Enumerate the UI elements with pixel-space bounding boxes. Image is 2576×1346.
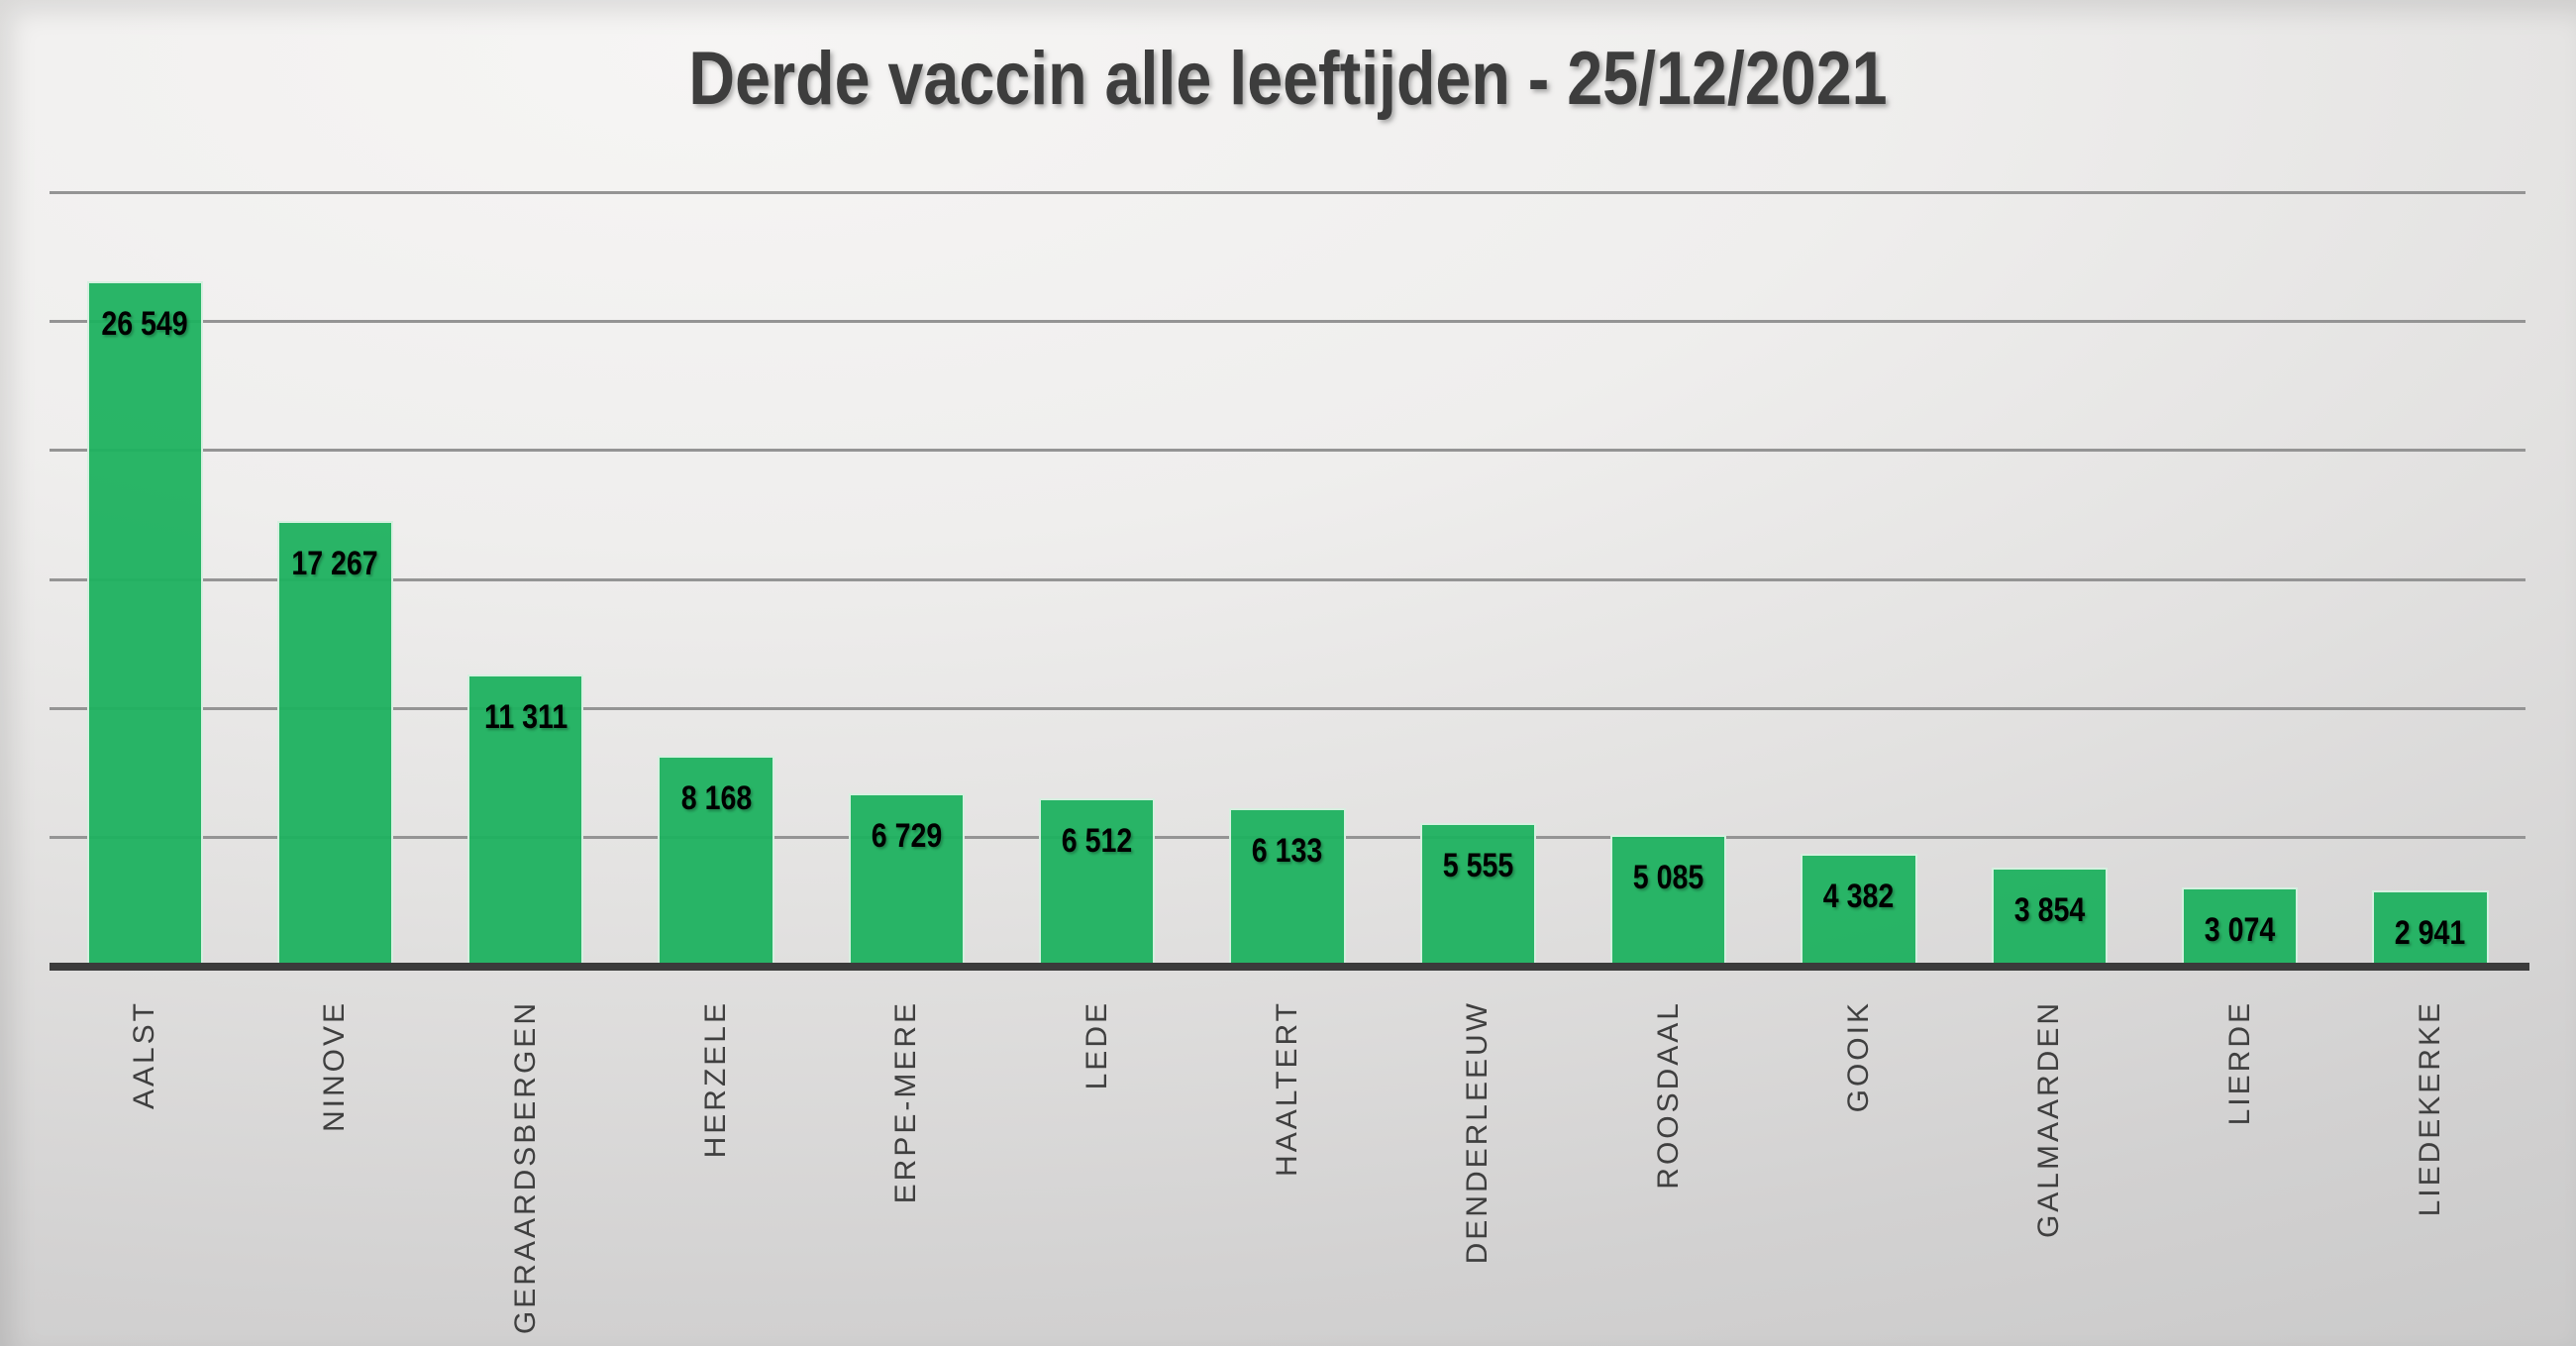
bar-value-label: 17 267	[291, 544, 379, 582]
bar-roosdaal: 5 085	[1610, 835, 1727, 967]
category-slot: ROOSDAAL	[1574, 1000, 1764, 1346]
category-label-gooik: GOOIK	[1841, 1000, 1875, 1113]
bar-value-label: 3 074	[2204, 910, 2276, 949]
category-slot: DENDERLEEUW	[1383, 1000, 1573, 1346]
category-slot: GOOIK	[1764, 1000, 1954, 1346]
bar-aalst: 26 549	[86, 280, 203, 967]
bar-value-label: 11 311	[483, 698, 567, 737]
bar-haaltert: 6 133	[1229, 808, 1346, 967]
bar-value-label: 4 382	[1823, 877, 1895, 915]
category-slot: AALST	[50, 1000, 240, 1346]
bar-slot-lede: 6 512	[1002, 192, 1192, 967]
category-label-lede: LEDE	[1080, 1000, 1113, 1090]
bar-lierde: 3 074	[2181, 886, 2299, 967]
bar-erpe-mere: 6 729	[848, 792, 966, 967]
bar-galmaarden: 3 854	[1991, 867, 2108, 967]
category-label-haaltert: HAALTERT	[1271, 1000, 1304, 1177]
x-axis-line	[50, 963, 2529, 971]
category-label-denderleeuw: DENDERLEEUW	[1461, 1000, 1494, 1265]
bar-value-label: 6 729	[871, 816, 943, 855]
bar-gooik: 4 382	[1801, 853, 1917, 967]
bar-slot-herzele: 8 168	[621, 192, 811, 967]
bar-slot-lierde: 3 074	[2144, 192, 2334, 967]
bar-value-label: 5 555	[1442, 847, 1514, 885]
bar-value-label: 26 549	[101, 304, 188, 343]
bar-slot-erpe-mere: 6 729	[811, 192, 1001, 967]
bar-value-label: 6 512	[1061, 822, 1133, 861]
category-label-galmaarden: GALMAARDEN	[2032, 1000, 2066, 1239]
category-slot: ERPE-MERE	[811, 1000, 1001, 1346]
category-label-ninove: NINOVE	[318, 1000, 352, 1133]
gridline-10000	[50, 706, 2525, 710]
category-label-aalst: AALST	[128, 1000, 161, 1110]
bar-value-label: 6 133	[1252, 832, 1323, 871]
category-slot: HAALTERT	[1192, 1000, 1383, 1346]
bars-group: 26 549 17 267 11 311 8 168 6 729 6 512 6 133 5 …	[50, 192, 2525, 967]
gridline-25000	[50, 319, 2525, 323]
category-slot: LIEDEKERKE	[2335, 1000, 2525, 1346]
category-slot: GERAARDSBERGEN	[431, 1000, 621, 1346]
bar-slot-roosdaal: 5 085	[1574, 192, 1764, 967]
bar-denderleeuw: 5 555	[1419, 823, 1536, 967]
category-label-geraardsbergen: GERAARDSBERGEN	[508, 1000, 542, 1335]
gridline-30000	[50, 190, 2525, 194]
bar-slot-ninove: 17 267	[240, 192, 430, 967]
bar-value-label: 5 085	[1632, 859, 1704, 897]
category-label-herzele: HERZELE	[699, 1000, 733, 1159]
gridline-15000	[50, 577, 2525, 581]
bar-slot-denderleeuw: 5 555	[1383, 192, 1573, 967]
bar-slot-haaltert: 6 133	[1192, 192, 1383, 967]
bar-slot-galmaarden: 3 854	[1954, 192, 2144, 967]
category-slot: NINOVE	[240, 1000, 430, 1346]
plot-area: 26 549 17 267 11 311 8 168 6 729 6 512 6 133 5 …	[50, 190, 2525, 967]
category-label-erpe-mere: ERPE-MERE	[889, 1000, 923, 1204]
category-slot: HERZELE	[621, 1000, 811, 1346]
bar-lede: 6 512	[1039, 798, 1156, 967]
bar-value-label: 3 854	[2013, 890, 2086, 929]
bar-value-label: 2 941	[2395, 914, 2466, 953]
chart-title: Derde vaccin alle leeftijden - 25/12/202…	[688, 37, 1888, 121]
bar-ninove: 17 267	[276, 520, 394, 967]
bar-slot-aalst: 26 549	[50, 192, 240, 967]
category-slot: LEDE	[1002, 1000, 1192, 1346]
category-label-roosdaal: ROOSDAAL	[1651, 1000, 1685, 1190]
bar-geraardsbergen: 11 311	[467, 674, 584, 967]
gridline-20000	[50, 449, 2525, 453]
bar-slot-gooik: 4 382	[1764, 192, 1954, 967]
category-slot: GALMAARDEN	[1954, 1000, 2144, 1346]
bar-herzele: 8 168	[658, 756, 774, 967]
category-axis-labels: AALST NINOVE GERAARDSBERGEN HERZELE ERPE-MER…	[50, 1000, 2525, 1346]
bar-slot-geraardsbergen: 11 311	[431, 192, 621, 967]
bar-liedekerke: 2 941	[2372, 890, 2489, 967]
category-label-liedekerke: LIEDEKERKE	[2413, 1000, 2446, 1217]
category-label-lierde: LIERDE	[2222, 1000, 2256, 1126]
bar-slot-liedekerke: 2 941	[2335, 192, 2525, 967]
category-slot: LIERDE	[2144, 1000, 2334, 1346]
bar-value-label: 8 168	[680, 779, 752, 818]
